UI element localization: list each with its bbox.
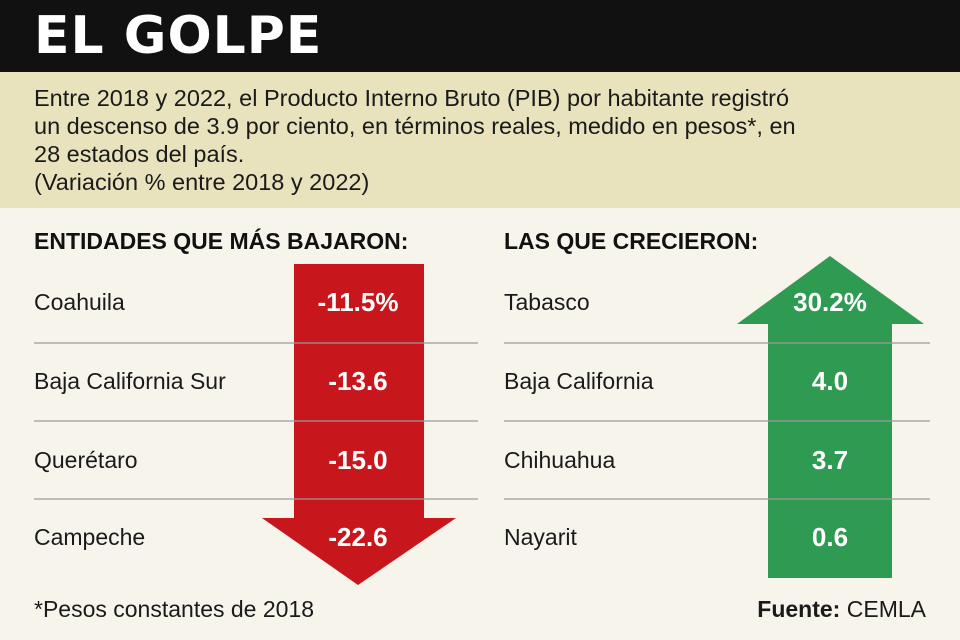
growth-category-label: Nayarit — [504, 524, 577, 550]
growth-category-label: Tabasco — [504, 289, 590, 315]
decline-category-label: Coahuila — [34, 289, 125, 315]
intro-line-4: (Variación % entre 2018 y 2022) — [34, 169, 370, 195]
decline-value-label: -15.0 — [328, 445, 387, 475]
growth-arrow — [737, 256, 924, 578]
growth-category-label: Baja California — [504, 368, 654, 394]
declines-heading: ENTIDADES QUE MÁS BAJARON: — [34, 228, 409, 254]
source-label: Fuente: — [757, 596, 841, 622]
decline-category-label: Baja California Sur — [34, 368, 226, 394]
growth-value-label: 0.6 — [812, 522, 848, 552]
footnote: *Pesos constantes de 2018 — [34, 596, 315, 622]
intro-line-2: un descenso de 3.9 por ciento, en términ… — [34, 113, 796, 139]
decline-value-label: -11.5% — [318, 287, 399, 317]
decline-value-label: -22.6 — [328, 522, 387, 552]
growth-heading: LAS QUE CRECIERON: — [504, 228, 759, 254]
growth-value-label: 4.0 — [812, 366, 848, 396]
growth-value-label: 3.7 — [812, 445, 848, 475]
intro-line-3: 28 estados del país. — [34, 141, 245, 167]
decline-category-label: Campeche — [34, 524, 145, 550]
source-value: CEMLA — [846, 596, 926, 622]
growth-value-label: 30.2% — [793, 287, 867, 317]
decline-category-label: Querétaro — [34, 447, 138, 473]
intro-line-1: Entre 2018 y 2022, el Producto Interno B… — [34, 85, 790, 111]
growth-category-label: Chihuahua — [504, 447, 615, 473]
decline-value-label: -13.6 — [328, 366, 387, 396]
intro-panel: Entre 2018 y 2022, el Producto Interno B… — [0, 72, 960, 208]
page-title: EL GOLPE — [34, 6, 323, 66]
intro-text: Entre 2018 y 2022, el Producto Interno B… — [34, 84, 934, 196]
source: Fuente: CEMLA — [757, 594, 926, 624]
header-bar: EL GOLPE — [0, 0, 960, 72]
decline-arrow — [262, 264, 456, 585]
